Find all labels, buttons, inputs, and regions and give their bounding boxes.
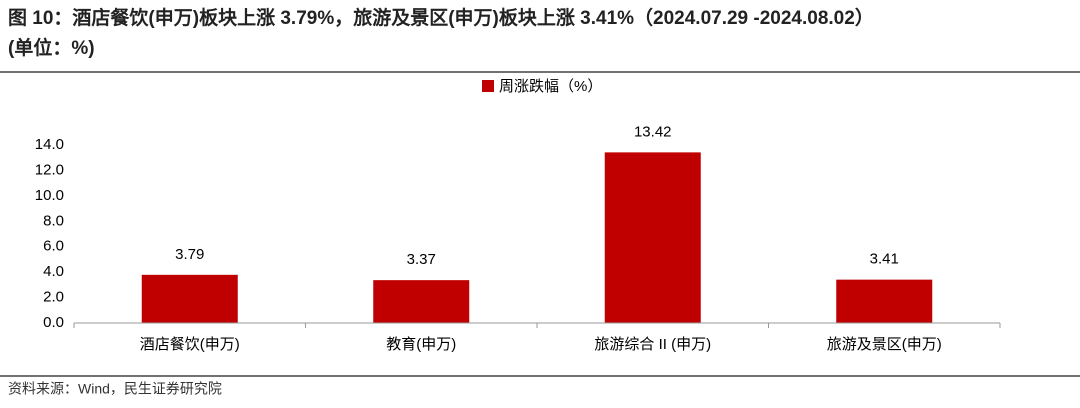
- x-tick-label: 酒店餐饮(申万): [140, 336, 240, 353]
- y-tick-label: 10.0: [35, 187, 64, 204]
- y-tick-label: 12.0: [35, 161, 64, 178]
- legend-swatch: [482, 80, 494, 92]
- y-tick-label: 8.0: [43, 212, 64, 229]
- legend-label: 周涨跌幅（%）: [499, 78, 602, 95]
- chart-title: 图 10：酒店餐饮(申万)板块上涨 3.79%，旅游及景区(申万)板块上涨 3.…: [8, 6, 874, 29]
- chart-subtitle: (单位：%): [8, 36, 95, 59]
- value-label: 13.42: [634, 123, 672, 140]
- bar: [836, 279, 933, 323]
- y-tick-label: 6.0: [43, 238, 64, 255]
- y-tick-label: 4.0: [43, 263, 64, 280]
- x-tick-label: 旅游综合 II (申万): [594, 336, 711, 353]
- bar: [141, 274, 238, 323]
- value-label: 3.37: [407, 251, 436, 268]
- bar: [373, 280, 470, 323]
- bar: [604, 152, 701, 323]
- source: 资料来源：Wind，民生证券研究院: [8, 381, 222, 397]
- y-tick-label: 2.0: [43, 289, 64, 306]
- x-tick-label: 教育(申万): [386, 336, 456, 353]
- y-tick-label: 0.0: [43, 314, 64, 331]
- y-tick-label: 14.0: [35, 136, 64, 153]
- value-label: 3.79: [175, 246, 204, 263]
- value-label: 3.41: [870, 251, 899, 268]
- x-tick-label: 旅游及景区(申万): [827, 336, 942, 353]
